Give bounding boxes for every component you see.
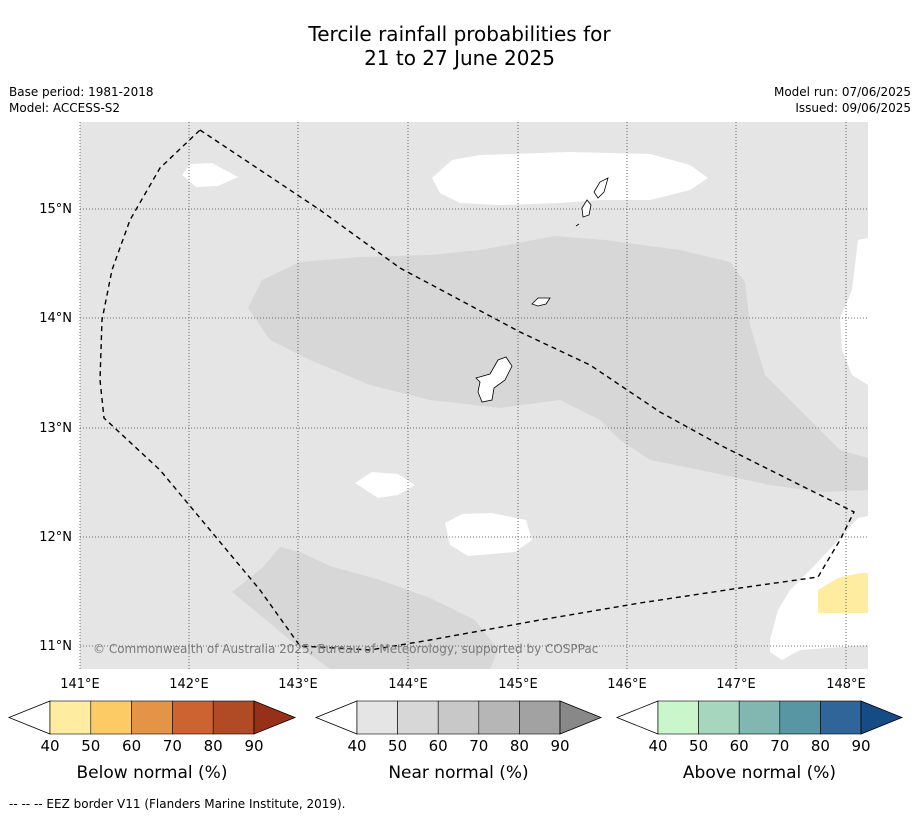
chart-title: Tercile rainfall probabilities for 21 to… xyxy=(0,22,919,70)
model-text: Model: ACCESS-S2 xyxy=(9,101,121,115)
title-line-2: 21 to 27 June 2025 xyxy=(364,46,555,70)
colorbar-segment xyxy=(478,700,520,735)
lat-tick-label: 11°N xyxy=(39,639,72,654)
colorbar-2: 40 50 60 70 80 90 Near normal (%) xyxy=(314,700,603,783)
colorbar-over-triangle xyxy=(253,700,297,735)
colorbar-tick-label: 70 xyxy=(770,737,789,755)
lat-tick-label: 12°N xyxy=(39,530,72,545)
colorbar-3: 40 50 60 70 80 90 Above normal (%) xyxy=(615,700,904,783)
colorbar-under-triangle xyxy=(615,700,659,735)
model-run-text: Model run: 07/06/2025 xyxy=(773,85,911,99)
island-rota xyxy=(531,297,551,307)
latitude-labels: 15°N 14°N 13°N 12°N 11°N xyxy=(39,202,72,654)
colorbar-tick-label: 50 xyxy=(689,737,708,755)
title-line-1: Tercile rainfall probabilities for xyxy=(308,22,611,46)
lon-tick-label: 143°E xyxy=(278,677,318,692)
white-patch-south xyxy=(445,513,532,556)
colorbar-tick-label: 80 xyxy=(204,737,223,755)
colorbar-segment xyxy=(779,700,821,735)
colorbar-tick-label: 50 xyxy=(81,737,100,755)
below-normal-40-patch xyxy=(818,573,868,613)
colorbar-segment xyxy=(212,700,255,735)
colorbar-segment xyxy=(738,700,781,735)
colorbar-label: Near normal (%) xyxy=(388,763,528,783)
lon-tick-label: 147°E xyxy=(716,677,756,692)
island-guam xyxy=(475,356,513,403)
colorbar-tick-label: 40 xyxy=(347,737,366,755)
colorbar-over-triangle xyxy=(559,700,603,735)
island-aguijan xyxy=(575,223,580,227)
colorbar-1: 40 50 60 70 80 90 Below normal (%) xyxy=(7,700,297,783)
issued-text: Issued: 09/06/2025 xyxy=(795,101,911,115)
colorbar-segment xyxy=(356,700,398,735)
lon-tick-label: 141°E xyxy=(60,677,100,692)
base-period-text: Base period: 1981-2018 xyxy=(9,85,154,99)
lon-tick-label: 142°E xyxy=(169,677,209,692)
white-patch-northwest xyxy=(182,163,238,187)
colorbar-segment xyxy=(131,700,173,735)
colorbar-over-triangle xyxy=(860,700,904,735)
colorbar-tick-label: 60 xyxy=(122,737,141,755)
lon-tick-label: 145°E xyxy=(498,677,538,692)
islands xyxy=(475,177,609,403)
colorbar-segment xyxy=(820,700,862,735)
colorbar-tick-label: 70 xyxy=(163,737,182,755)
near-normal-50-region-south xyxy=(232,547,498,669)
colorbar-tick-label: 80 xyxy=(510,737,529,755)
colorbar-tick-label: 50 xyxy=(388,737,407,755)
longitude-labels: 141°E 142°E 143°E 144°E 145°E 146°E 147°E 148°E xyxy=(60,677,866,692)
colorbar-under-triangle xyxy=(314,700,358,735)
colorbar-segment xyxy=(90,700,132,735)
lon-tick-label: 148°E xyxy=(826,677,866,692)
colorbar-tick-label: 90 xyxy=(851,737,870,755)
map-panel: © Commonwealth of Australia 2025, Bureau… xyxy=(79,122,868,669)
colorbar-segment xyxy=(49,700,92,735)
colorbar-segment xyxy=(172,700,214,735)
meta-right: Model run: 07/06/2025 Issued: 09/06/2025 xyxy=(774,84,911,116)
near-normal-40-strip-southeast xyxy=(782,645,868,669)
lat-tick-label: 14°N xyxy=(39,311,72,326)
colorbar-segment xyxy=(519,700,561,735)
island-saipan xyxy=(593,177,609,199)
colorbar-tick-label: 70 xyxy=(469,737,488,755)
colorbar-tick-label: 40 xyxy=(40,737,59,755)
colorbar-tick-label: 40 xyxy=(648,737,667,755)
colorbar-label: Above normal (%) xyxy=(683,763,836,783)
copyright-text: © Commonwealth of Australia 2025, Bureau… xyxy=(93,642,598,656)
graticule xyxy=(79,122,868,669)
colorbar-segment xyxy=(437,700,480,735)
white-patch-north xyxy=(432,152,708,205)
white-patch-east xyxy=(840,238,868,385)
meta-left: Base period: 1981-2018 Model: ACCESS-S2 xyxy=(9,84,154,116)
colorbar-segment xyxy=(698,700,740,735)
lat-tick-label: 15°N xyxy=(39,202,72,217)
colorbar-under-triangle xyxy=(7,700,51,735)
colorbars: 40 50 60 70 80 90 Below normal (%) 40 50 60 70 80 90… xyxy=(7,700,904,783)
eez-footnote: -- -- -- EEZ border V11 (Flanders Marine… xyxy=(9,797,346,811)
island-tinian xyxy=(581,199,592,218)
colorbar-label: Below normal (%) xyxy=(77,763,228,783)
white-patch-center xyxy=(355,472,415,498)
lon-tick-label: 146°E xyxy=(607,677,647,692)
colorbar-tick-label: 60 xyxy=(730,737,749,755)
colorbar-tick-label: 60 xyxy=(429,737,448,755)
lon-tick-label: 144°E xyxy=(388,677,428,692)
lat-tick-label: 13°N xyxy=(39,421,72,436)
colorbar-tick-label: 90 xyxy=(550,737,569,755)
colorbar-segment xyxy=(657,700,699,735)
colorbar-tick-label: 90 xyxy=(244,737,263,755)
colorbar-segment xyxy=(397,700,439,735)
colorbar-tick-label: 80 xyxy=(811,737,830,755)
